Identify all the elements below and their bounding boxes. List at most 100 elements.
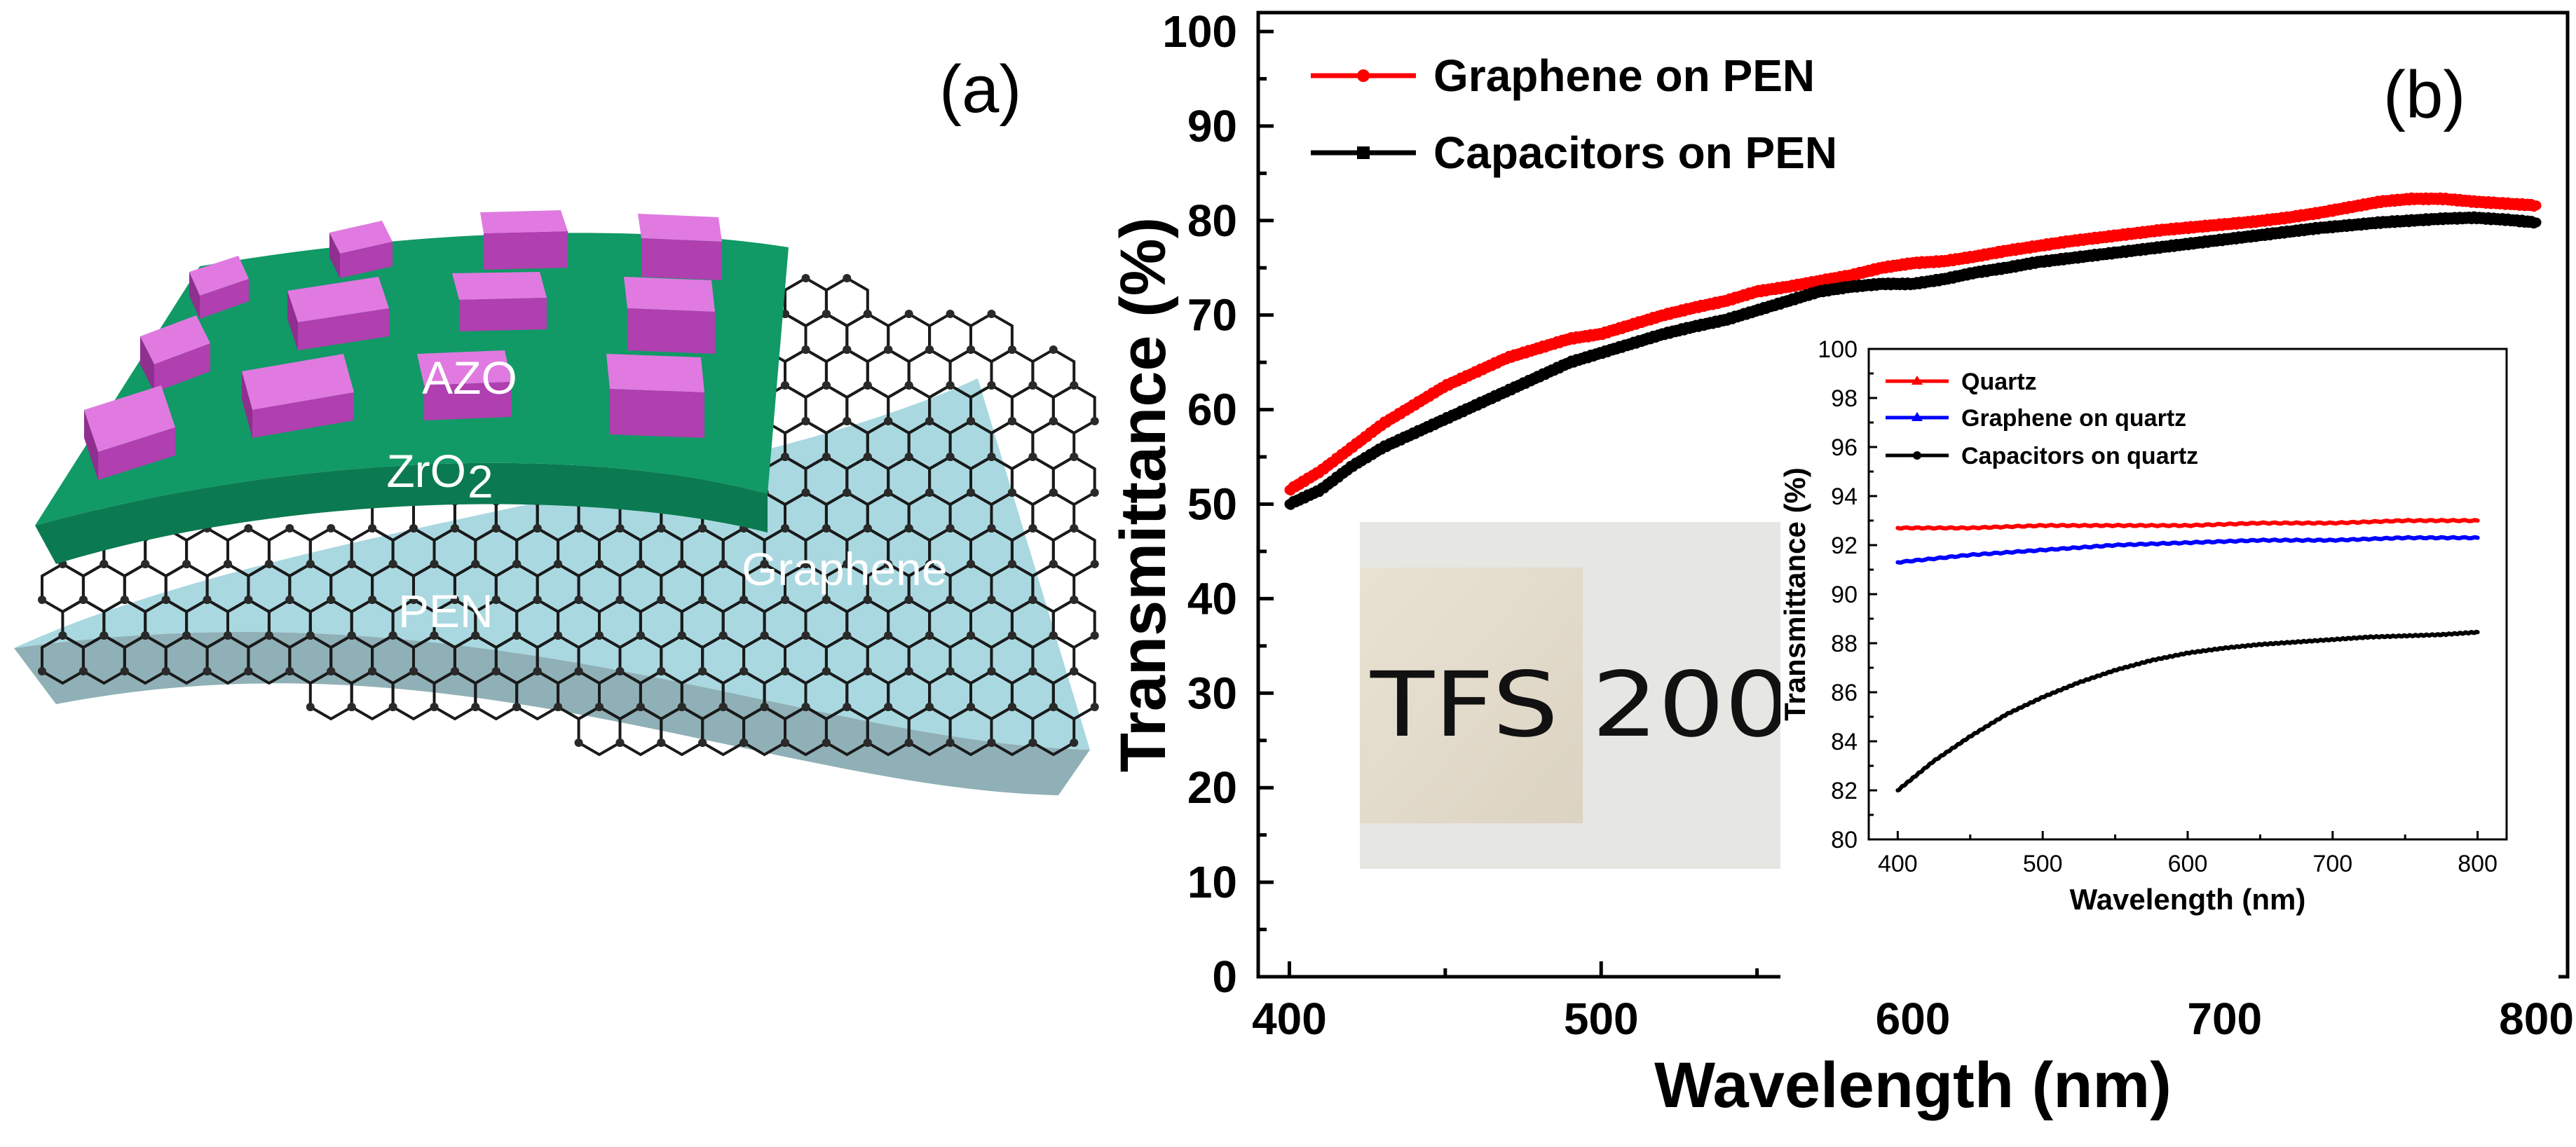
main-series-group bbox=[1284, 192, 2542, 510]
data-point-capacitors-on-pen bbox=[1939, 274, 1949, 284]
carbon-atom bbox=[1070, 596, 1079, 604]
carbon-atom bbox=[904, 739, 913, 747]
data-point-quartz bbox=[2403, 518, 2408, 523]
data-point-graphene-on-quartz bbox=[1895, 560, 1900, 565]
data-point-capacitors-on-quartz bbox=[2439, 632, 2444, 637]
data-point-graphene-on-pen bbox=[1471, 366, 1482, 377]
legend-label-graphene-on-pen: Graphene on PEN bbox=[1433, 50, 1815, 101]
carbon-atom bbox=[987, 739, 996, 747]
carbon-atom bbox=[347, 703, 356, 711]
main-y-axis-title: Transmittance (%) bbox=[1108, 217, 1179, 772]
data-point-graphene-on-quartz bbox=[2258, 538, 2263, 542]
azo-label: AZO bbox=[422, 352, 517, 404]
data-point-capacitors-on-pen bbox=[1814, 286, 1825, 296]
y-tick-label: 82 bbox=[1831, 778, 1858, 804]
carbon-atom bbox=[100, 560, 109, 568]
carbon-atom bbox=[1007, 703, 1016, 711]
carbon-atom bbox=[904, 310, 913, 318]
inset-chart: 400 500 600 700 800 80 82 84 86 88 90 92 94 96 98 100 W… bbox=[1778, 336, 2558, 998]
carbon-atom bbox=[1049, 631, 1058, 640]
data-point-capacitors-on-pen bbox=[1908, 279, 1918, 289]
carbon-atom bbox=[1007, 345, 1016, 354]
carbon-atom bbox=[822, 667, 831, 675]
x-tick-label: 500 bbox=[1564, 994, 1639, 1044]
carbon-atom bbox=[58, 631, 67, 640]
carbon-atom bbox=[347, 560, 356, 568]
carbon-atom bbox=[1049, 703, 1058, 711]
data-point-capacitors-on-pen bbox=[2219, 234, 2230, 245]
data-point-graphene-on-pen bbox=[2064, 236, 2074, 247]
carbon-atom bbox=[946, 739, 955, 747]
pen-substrate-top bbox=[14, 378, 1090, 750]
x-tick-label: 800 bbox=[2499, 994, 2574, 1044]
data-point-capacitors-on-pen bbox=[2406, 215, 2417, 226]
inset-legend-marker-graphene-on-quartz bbox=[1911, 412, 1923, 421]
y-tick-label: 90 bbox=[1831, 582, 1858, 608]
carbon-atom bbox=[677, 703, 686, 711]
data-point-capacitors-on-pen bbox=[1970, 267, 1980, 277]
carbon-atom bbox=[409, 667, 418, 675]
zro2-layer-front bbox=[35, 462, 768, 564]
data-point-capacitors-on-pen bbox=[1534, 371, 1544, 382]
data-point-quartz bbox=[1895, 526, 1900, 530]
carbon-atom bbox=[368, 524, 377, 533]
carbon-atom bbox=[884, 631, 893, 640]
y-tick-label: 92 bbox=[1831, 533, 1858, 559]
carbon-atom bbox=[244, 596, 253, 604]
y-tick-label: 90 bbox=[1187, 101, 1237, 151]
data-point-graphene-on-pen bbox=[2344, 202, 2354, 212]
carbon-atom bbox=[904, 667, 913, 675]
data-point-capacitors-on-quartz bbox=[2004, 712, 2009, 717]
carbon-atom bbox=[1007, 488, 1016, 497]
y-tick-label: 50 bbox=[1187, 479, 1237, 529]
carbon-atom bbox=[430, 631, 439, 640]
carbon-atom bbox=[677, 631, 686, 640]
legend-marker-capacitors-on-pen bbox=[1357, 146, 1370, 159]
carbon-atom bbox=[925, 417, 934, 425]
main-chart: 400 500 600 700 800 0 10 20 30 40 50 60 70 80 90 100 Wa… bbox=[1108, 6, 2574, 1121]
data-point-graphene-on-quartz bbox=[1968, 553, 1972, 557]
graphene-hexagon bbox=[1031, 705, 1076, 757]
data-point-graphene-on-pen bbox=[1783, 282, 1794, 292]
sample-photo: TFS 200 bbox=[1360, 522, 1808, 869]
data-point-capacitors-on-pen bbox=[2313, 223, 2324, 233]
carbon-atom bbox=[967, 345, 975, 354]
data-point-capacitors-on-pen bbox=[2531, 217, 2542, 228]
carbon-atom bbox=[946, 596, 955, 604]
data-point-quartz bbox=[2258, 521, 2263, 526]
carbon-atom bbox=[967, 703, 975, 711]
x-tick-label: 600 bbox=[1876, 994, 1951, 1044]
data-point-graphene-on-pen bbox=[1534, 343, 1544, 353]
carbon-atom bbox=[801, 274, 810, 282]
carbon-atom bbox=[760, 560, 769, 568]
data-point-quartz bbox=[2475, 518, 2480, 523]
carbon-atom bbox=[1090, 560, 1099, 568]
panel-a-label: (a) bbox=[939, 52, 1021, 127]
data-point-capacitors-on-pen bbox=[2344, 220, 2354, 231]
data-point-capacitors-on-pen bbox=[2438, 214, 2448, 224]
carbon-atom bbox=[884, 560, 893, 568]
data-point-graphene-on-pen bbox=[2500, 198, 2511, 209]
carbon-atom bbox=[946, 310, 955, 318]
carbon-atom bbox=[615, 524, 625, 533]
carbon-atom bbox=[1007, 560, 1016, 568]
y-tick-label: 100 bbox=[1162, 6, 1237, 57]
carbon-atom bbox=[946, 453, 955, 461]
carbon-atom bbox=[1049, 345, 1058, 354]
carbon-atom bbox=[884, 488, 893, 497]
y-tick-label: 94 bbox=[1831, 483, 1858, 510]
photo-film-sample bbox=[1360, 568, 1583, 823]
carbon-atom bbox=[120, 596, 129, 604]
carbon-atom bbox=[925, 345, 934, 354]
carbon-atom bbox=[533, 596, 542, 604]
data-point-graphene-on-pen bbox=[2219, 219, 2230, 230]
carbon-atom bbox=[285, 524, 294, 533]
inset-background bbox=[1780, 340, 2558, 998]
main-axis-ticks: 400 500 600 700 800 0 10 20 30 40 50 60 70 80 90 100 bbox=[1162, 6, 2574, 1044]
data-point-capacitors-on-pen bbox=[2188, 238, 2199, 249]
carbon-atom bbox=[450, 667, 459, 675]
carbon-atom bbox=[1090, 488, 1099, 497]
carbon-atom bbox=[1070, 453, 1079, 461]
carbon-atom bbox=[657, 667, 666, 675]
